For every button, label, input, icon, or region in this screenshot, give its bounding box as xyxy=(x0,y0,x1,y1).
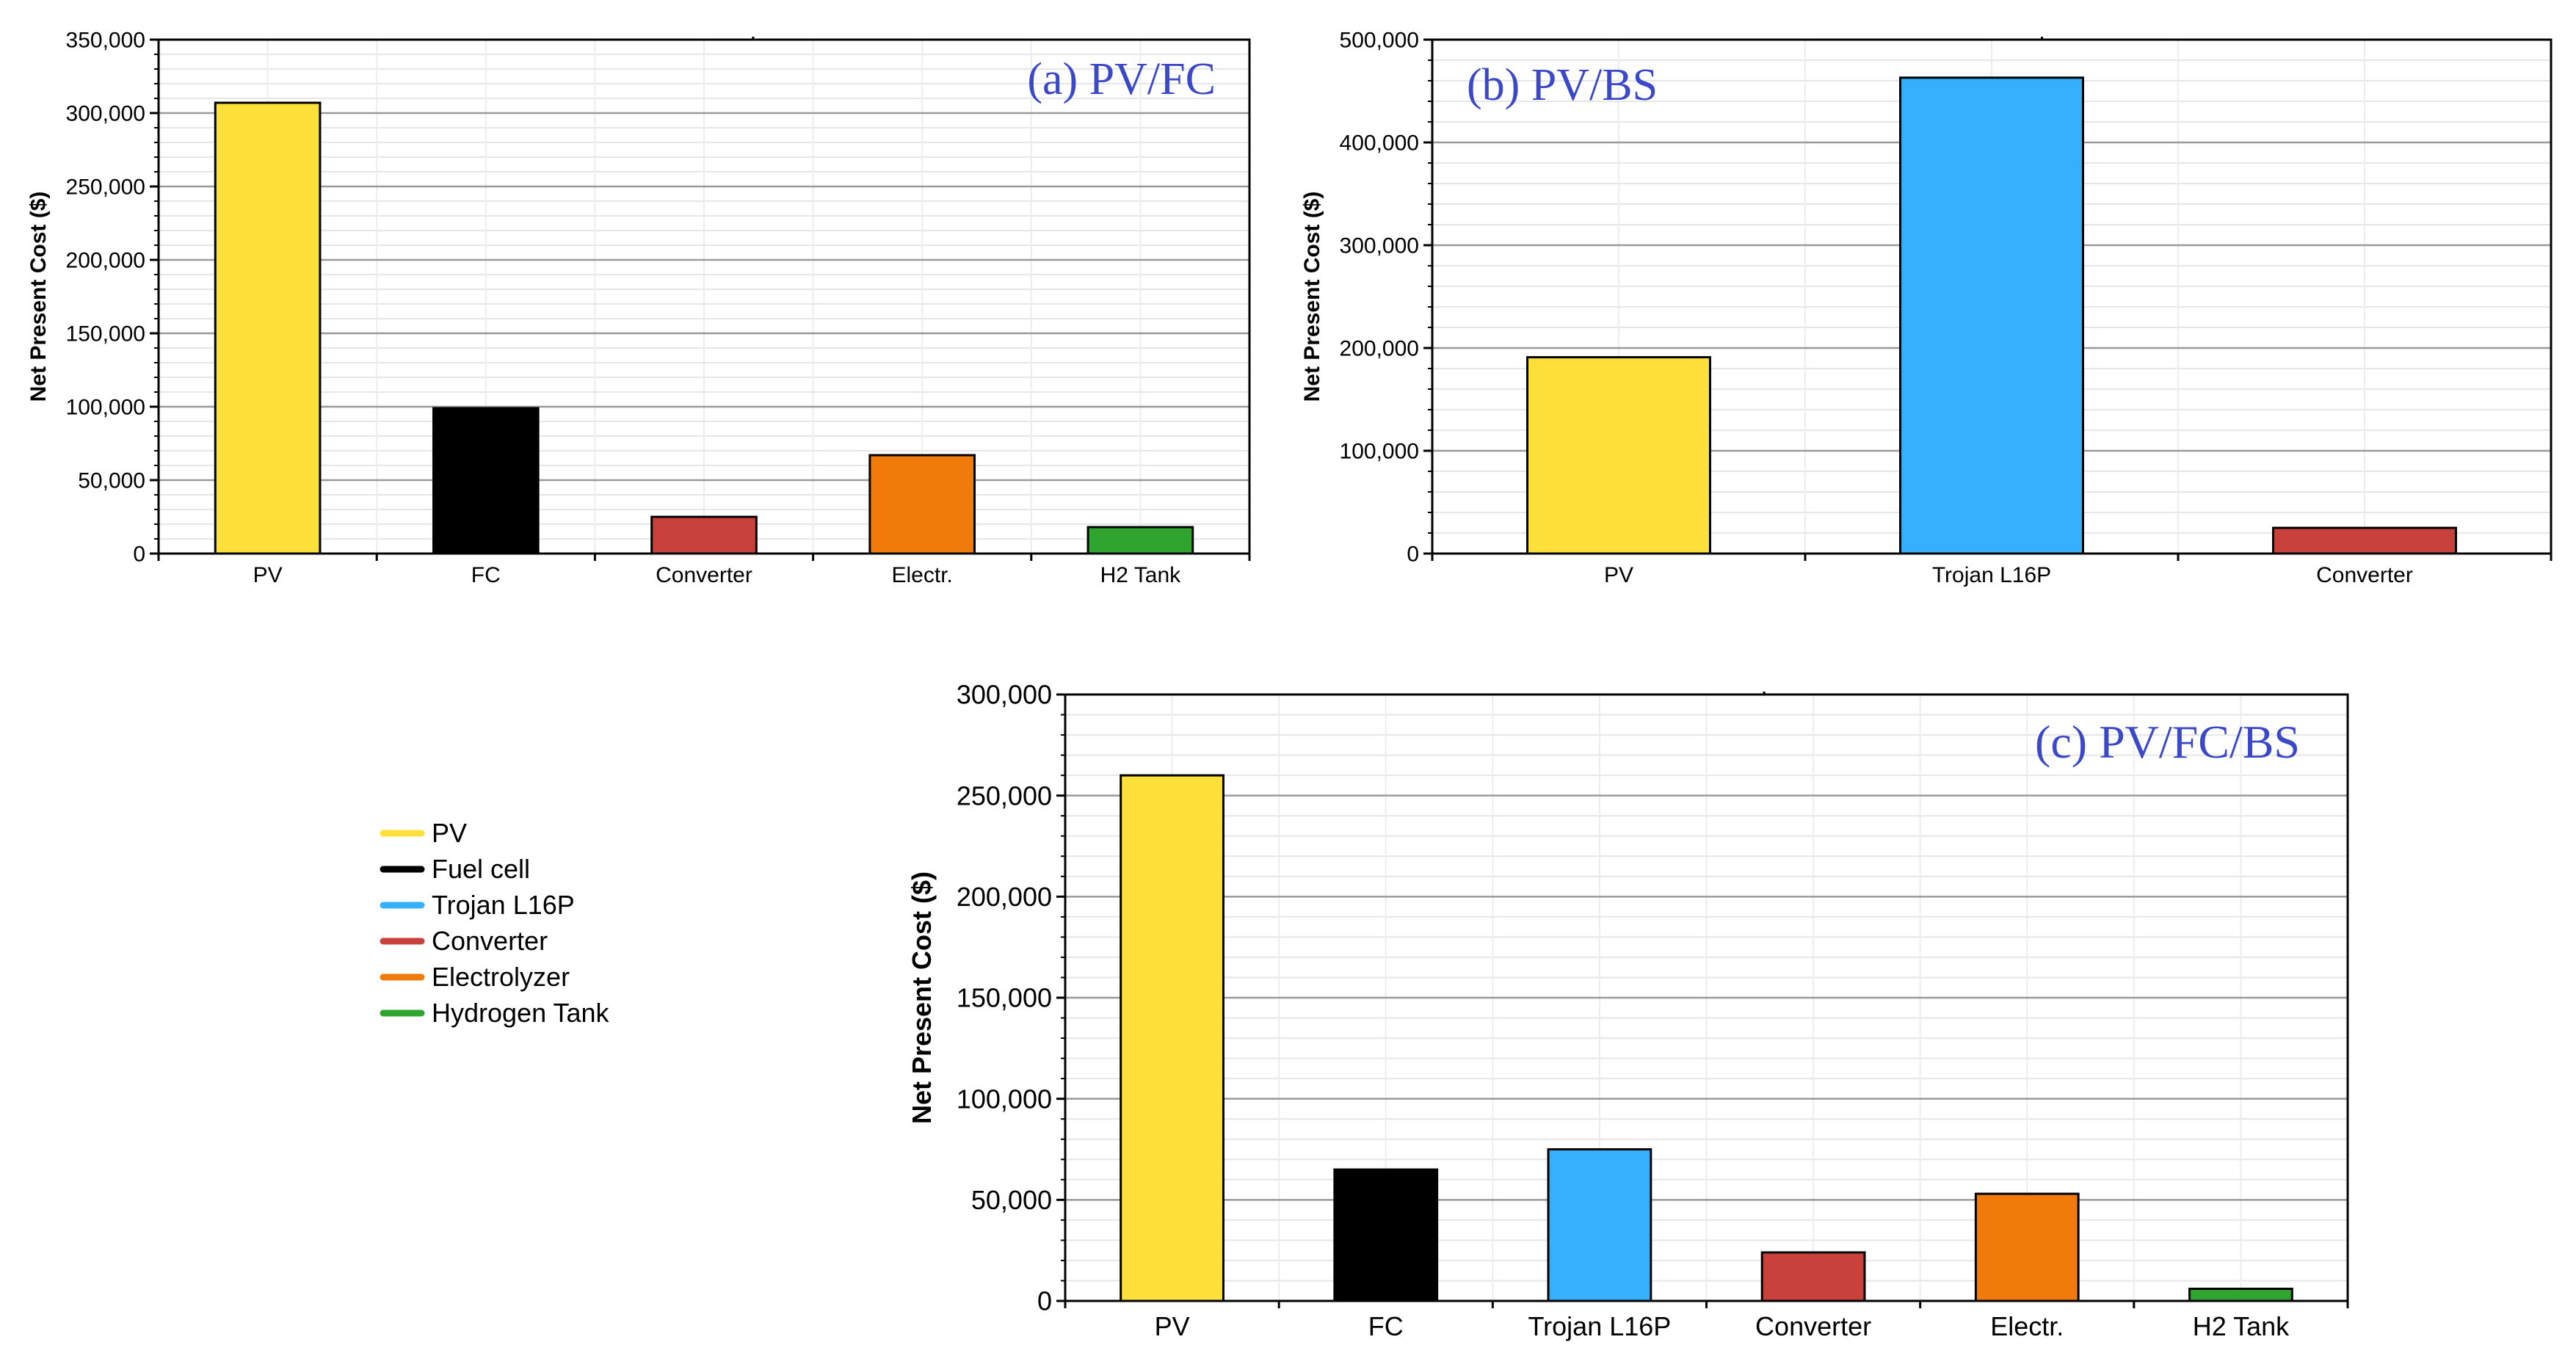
legend-label: Fuel cell xyxy=(432,854,530,884)
x-tick-label: FC xyxy=(471,563,501,587)
bar-electr- xyxy=(1974,1192,2080,1302)
bar-trojan-l16p xyxy=(1547,1148,1652,1302)
y-tick-label: 300,000 xyxy=(66,102,145,126)
y-tick-label: 0 xyxy=(1037,1286,1052,1316)
x-tick-label: FC xyxy=(1368,1311,1404,1341)
bar-fc xyxy=(432,407,540,555)
x-tick-label: H2 Tank xyxy=(1100,563,1182,587)
y-tick-label: 400,000 xyxy=(1340,131,1419,156)
x-tick-label: PV xyxy=(253,563,283,587)
chart-panel-3: 0 50,000 100,000 150,000 200,000 250,000 300,0… xyxy=(907,680,2349,1341)
x-tick-label: PV xyxy=(1155,1311,1190,1341)
y-tick-label: 0 xyxy=(133,543,145,567)
y-tick-label: 250,000 xyxy=(66,175,145,200)
x-tick-label: PV xyxy=(1604,563,1633,587)
plot-frame xyxy=(157,38,1251,555)
y-tick-label: 150,000 xyxy=(66,322,145,347)
y-tick-label: 150,000 xyxy=(957,983,1052,1013)
y-tick-label: 200,000 xyxy=(957,882,1052,912)
y-axis-title: Net Present Cost ($) xyxy=(907,871,937,1124)
bar-pv xyxy=(1526,356,1711,555)
bar-converter xyxy=(2272,526,2457,555)
chart-panel-1: 0 50,000 100,000 150,000 200,000 250,000 300,0… xyxy=(26,29,1251,587)
y-tick-label: 350,000 xyxy=(66,29,145,53)
legend-label: Electrolyzer xyxy=(432,962,570,992)
y-tick-label: 500,000 xyxy=(1340,29,1419,53)
chart-title: (a) PV/FC xyxy=(1027,54,1216,104)
bar-h2-tank xyxy=(2188,1287,2293,1302)
y-axis-title: Net Present Cost ($) xyxy=(1300,192,1324,402)
x-tick-label: H2 Tank xyxy=(2193,1311,2290,1341)
plot-frame xyxy=(1431,38,2553,555)
x-tick-label: Converter xyxy=(2316,563,2413,587)
y-tick-label: 50,000 xyxy=(78,469,145,493)
legend-label: Hydrogen Tank xyxy=(432,998,609,1028)
bar-converter xyxy=(1760,1251,1866,1302)
y-tick-label: 0 xyxy=(1407,543,1419,567)
x-tick-label: Electr. xyxy=(1990,1311,2064,1341)
legend: PV Fuel cell Trojan L16P Converter Electroly… xyxy=(380,818,609,1028)
bar-h2-tank xyxy=(1086,526,1194,555)
x-tick-label: Trojan L16P xyxy=(1528,1311,1672,1341)
legend-label: PV xyxy=(432,818,467,848)
y-tick-label: 200,000 xyxy=(66,249,145,273)
x-tick-label: Converter xyxy=(656,563,752,587)
x-tick-label: Trojan L16P xyxy=(1932,563,2051,587)
bar-pv xyxy=(214,101,322,555)
chart-panel-2: 0 100,000 200,000 300,000 400,000 500,000 PV Tr… xyxy=(1300,29,2553,587)
bar-pv xyxy=(1120,774,1224,1302)
y-tick-label: 100,000 xyxy=(66,396,145,420)
y-tick-label: 100,000 xyxy=(1340,440,1419,464)
legend-label: Trojan L16P xyxy=(432,890,575,920)
x-tick-label: Converter xyxy=(1755,1311,1871,1341)
y-tick-label: 50,000 xyxy=(971,1185,1052,1215)
y-tick-label: 100,000 xyxy=(957,1084,1052,1114)
y-tick-label: 300,000 xyxy=(957,680,1052,710)
chart-title: (b) PV/BS xyxy=(1467,60,1658,110)
y-axis-title: Net Present Cost ($) xyxy=(26,192,51,402)
x-tick-label: Electr. xyxy=(892,563,953,587)
bar-trojan-l16p xyxy=(1899,76,2084,555)
y-tick-label: 200,000 xyxy=(1340,337,1419,361)
y-tick-label: 300,000 xyxy=(1340,234,1419,258)
legend-label: Converter xyxy=(432,926,548,956)
chart-title: (c) PV/FC/BS xyxy=(2035,716,2300,768)
y-tick-label: 250,000 xyxy=(957,780,1052,811)
bar-electr- xyxy=(868,454,976,555)
bar-fc xyxy=(1333,1168,1439,1302)
bar-converter xyxy=(650,515,758,555)
